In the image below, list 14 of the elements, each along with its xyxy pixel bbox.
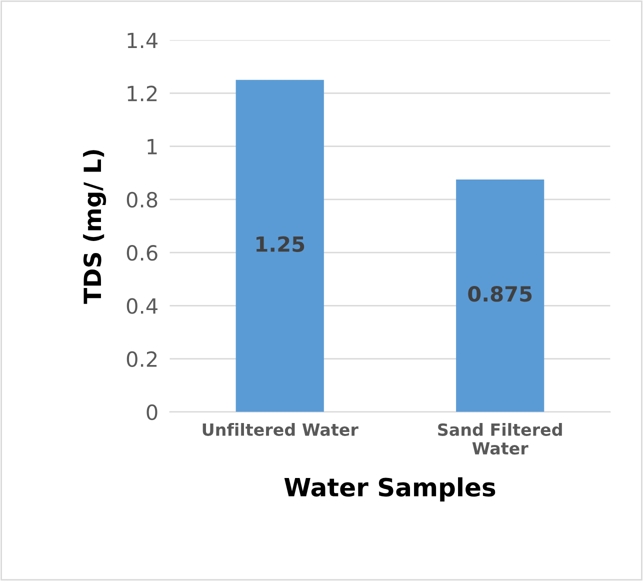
- y-tick-label: 0.4: [126, 298, 158, 314]
- x-axis-title: Water Samples: [284, 477, 496, 502]
- y-tick-label: 1.4: [128, 32, 158, 48]
- x-tick-label: Unfiltered Water: [202, 423, 358, 436]
- y-tick-label: 1: [148, 139, 157, 154]
- data-label: 0.875: [468, 286, 532, 302]
- y-tick-label: 0.8: [126, 192, 158, 208]
- x-tick-label: Sand Filtered Water: [438, 423, 562, 455]
- y-axis-title: TDS (mg/ L): [83, 150, 106, 304]
- data-label: 1.25: [256, 236, 304, 252]
- y-tick-label: 0.6: [126, 245, 158, 261]
- y-tick-label: 0.2: [126, 351, 157, 368]
- y-tick-label: 1.2: [128, 86, 157, 102]
- y-tick-label: 0: [146, 404, 158, 420]
